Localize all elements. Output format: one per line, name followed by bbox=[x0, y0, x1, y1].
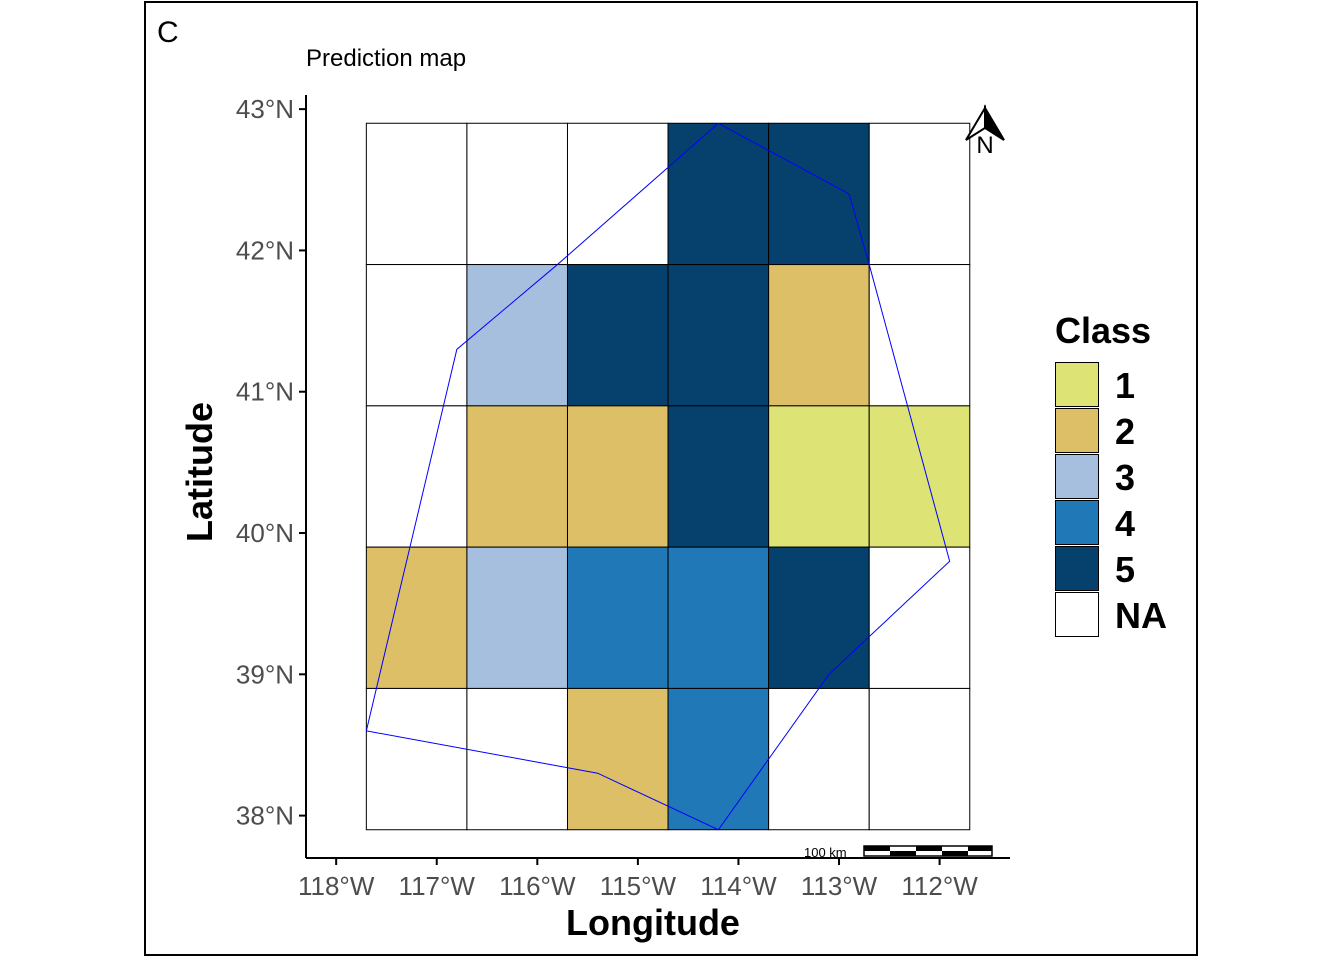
grid-cell bbox=[566, 546, 669, 689]
grid-cell bbox=[768, 264, 870, 407]
north-arrow-icon: N bbox=[965, 104, 1005, 159]
legend-swatch-5 bbox=[1055, 546, 1099, 591]
scale-bar: 100 km bbox=[804, 845, 993, 860]
grid-cell bbox=[566, 687, 669, 831]
grid-cell bbox=[365, 264, 468, 407]
grid-cell bbox=[566, 264, 669, 407]
grid-cell bbox=[667, 264, 770, 407]
x-tick-label: 116°W bbox=[499, 871, 576, 901]
y-tick-label: 42°N bbox=[236, 235, 294, 265]
legend-title: Class bbox=[1055, 310, 1152, 351]
x-tick-label: 117°W bbox=[399, 871, 476, 901]
legend-swatch-1 bbox=[1055, 362, 1099, 407]
grid-cell bbox=[667, 122, 770, 266]
legend-label-1: 1 bbox=[1115, 365, 1136, 406]
grid-cell bbox=[566, 405, 669, 548]
grid-cell bbox=[667, 546, 770, 689]
north-arrow-label: N bbox=[976, 132, 993, 159]
y-axis-title: Latitude bbox=[179, 402, 220, 542]
grid-cell bbox=[768, 405, 870, 548]
y-tick-label: 43°N bbox=[236, 94, 294, 124]
grid-cell bbox=[868, 405, 971, 548]
grid-cell bbox=[466, 687, 568, 831]
grid-cell bbox=[768, 546, 870, 689]
study-area-boundary bbox=[365, 122, 951, 831]
x-tick-label: 118°W bbox=[298, 871, 375, 901]
x-tick-label: 115°W bbox=[600, 871, 677, 901]
y-tick-label: 39°N bbox=[236, 659, 294, 689]
panel-letter: C bbox=[157, 16, 179, 49]
y-tick-label: 38°N bbox=[236, 801, 294, 831]
legend-swatch-na bbox=[1055, 592, 1099, 637]
y-tick-label: 41°N bbox=[236, 377, 294, 407]
grid-cell bbox=[466, 264, 568, 407]
scale-bar-label: 100 km bbox=[804, 845, 847, 860]
grid-cell bbox=[667, 405, 770, 548]
x-tick-label: 112°W bbox=[901, 871, 978, 901]
x-tick-label: 113°W bbox=[801, 871, 878, 901]
grid-cell bbox=[566, 122, 669, 266]
grid-cell bbox=[365, 405, 468, 548]
boundary-layer bbox=[365, 122, 951, 831]
legend-label-na: NA bbox=[1115, 595, 1167, 636]
x-tick-label: 114°W bbox=[700, 871, 777, 901]
legend-swatch-2 bbox=[1055, 408, 1099, 453]
legend-label-2: 2 bbox=[1115, 411, 1136, 452]
legend-label-5: 5 bbox=[1115, 549, 1136, 590]
grid-cell bbox=[868, 546, 971, 689]
figure-frame bbox=[144, 1, 1198, 956]
map-title: Prediction map bbox=[306, 45, 467, 72]
legend-label-4: 4 bbox=[1115, 503, 1136, 544]
grid-cell bbox=[466, 546, 568, 689]
grid-cell bbox=[365, 122, 468, 266]
grid-cell bbox=[868, 264, 971, 407]
x-axis-title: Longitude bbox=[566, 902, 740, 943]
legend-label-3: 3 bbox=[1115, 457, 1136, 498]
grid-cell bbox=[466, 122, 568, 266]
y-tick-label: 40°N bbox=[236, 518, 294, 548]
grid-cell bbox=[868, 122, 971, 266]
axes-layer: 118°W 117°W 116°W 115°W 114°W 113°W 112°W 38°N 3… bbox=[236, 94, 1010, 901]
grid-cell bbox=[667, 687, 770, 831]
legend-swatch-4 bbox=[1055, 500, 1099, 545]
grid-cell bbox=[768, 122, 870, 266]
grid-cell bbox=[868, 687, 971, 831]
legend-swatch-3 bbox=[1055, 454, 1099, 499]
grid-cell bbox=[768, 687, 870, 831]
grid-cell bbox=[365, 687, 468, 831]
cells-layer bbox=[365, 122, 971, 831]
grid-cell bbox=[466, 405, 568, 548]
